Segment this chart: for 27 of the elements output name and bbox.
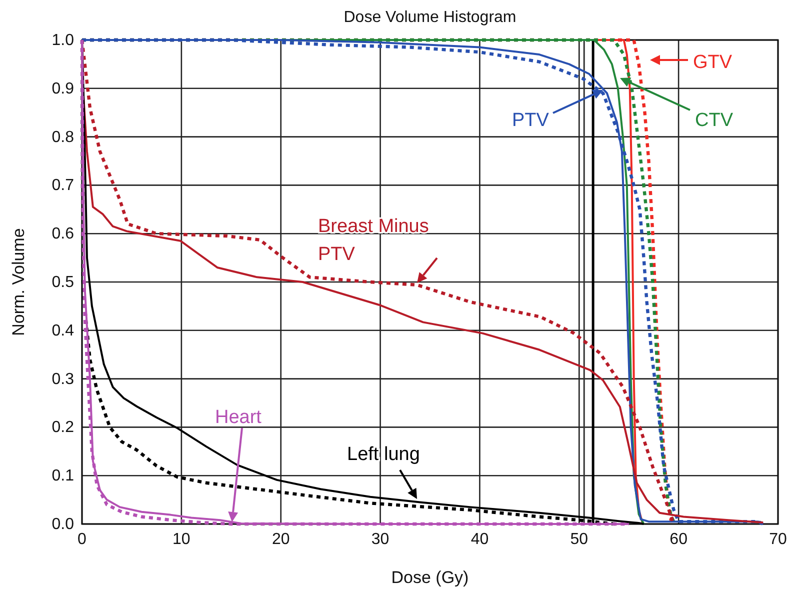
x-tick-label: 70 (769, 531, 787, 548)
y-tick-label: 0.8 (52, 128, 74, 146)
text: PTV (512, 110, 550, 131)
y-tick-label: 0.9 (52, 80, 74, 98)
y-tick-label: 0.0 (52, 516, 74, 533)
y-tick-label: 0.4 (52, 322, 74, 340)
x-tick-label: 30 (371, 531, 390, 548)
y-tick-label: 0.7 (52, 177, 74, 194)
x-tick-label: 40 (470, 531, 489, 548)
x-tick-label: 60 (670, 531, 688, 548)
chart-title: Dose Volume Histogram (344, 9, 516, 26)
series-label: Left lung (347, 444, 420, 465)
x-axis-title: Dose (Gy) (391, 568, 469, 587)
y-tick-label: 0.3 (52, 370, 74, 388)
text: Heart (215, 407, 262, 428)
y-tick-label: 0.1 (52, 468, 74, 485)
x-tick-label: 50 (570, 531, 588, 548)
y-tick-label: 0.5 (52, 274, 74, 291)
x-tick-label: 0 (78, 531, 87, 548)
y-tick-label: 0.6 (52, 226, 74, 243)
y-tick-label: 0.2 (52, 419, 74, 436)
y-tick-label: 1.0 (52, 32, 74, 49)
y-axis-title: Norm. Volume (9, 228, 28, 336)
x-tick-label: 10 (172, 531, 190, 548)
x-tick-label: 20 (272, 531, 290, 548)
legend-label: GTV (693, 52, 732, 73)
text: CTV (695, 110, 734, 131)
